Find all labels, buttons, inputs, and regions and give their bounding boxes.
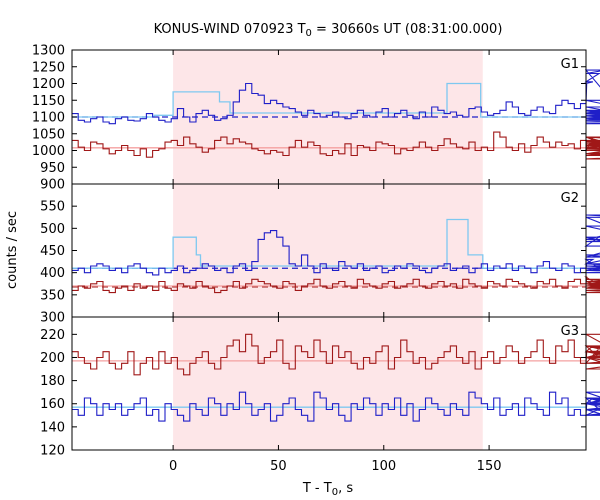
y-tick-label: 350 [40, 288, 65, 303]
x-axis-label-sub: 0 [332, 487, 338, 498]
series-line-blue [72, 69, 600, 125]
y-tick-label: 300 [40, 311, 65, 326]
x-tick-label: 0 [169, 459, 177, 474]
x-axis-label-rest: , s [338, 481, 353, 496]
chart-title-sub: 0 [306, 28, 312, 39]
y-tick-label: 220 [40, 328, 65, 343]
x-tick-label: 100 [371, 459, 396, 474]
y-tick-label: 450 [40, 244, 65, 259]
y-tick-label: 1250 [32, 60, 65, 75]
shaded-interval [173, 184, 483, 317]
panel-label: G1 [561, 57, 579, 72]
y-tick-label: 140 [40, 420, 65, 435]
series-line-blue [72, 391, 600, 422]
panel-label: G3 [561, 324, 579, 339]
y-axis-label: counts / sec [5, 211, 20, 289]
y-tick-label: 1100 [32, 111, 65, 126]
panel-g2: 300 350 400 450 500 550 G2 [40, 183, 600, 326]
y-tick-label: 160 [40, 397, 65, 412]
shaded-interval [173, 317, 483, 450]
chart-title-rest: = 30660s UT (08:31:00.000) [312, 22, 502, 37]
y-tick-label: 550 [40, 200, 65, 215]
fit-line-light_blue [72, 218, 586, 269]
x-tick-label: 150 [477, 459, 502, 474]
series-line-blue [72, 214, 600, 276]
y-tick-label: 1150 [32, 94, 65, 109]
y-tick-label: 500 [40, 222, 65, 237]
x-axis-label: T - T0, s [302, 481, 353, 498]
fit-line-light_blue [72, 82, 586, 118]
y-tick-label: 1200 [32, 77, 65, 92]
y-tick-label: 900 [40, 178, 65, 193]
x-tick-label: 50 [270, 459, 287, 474]
panel-label: G2 [561, 191, 579, 206]
chart-title: KONUS-WIND 070923 T0 = 30660s UT (08:31:… [154, 22, 503, 39]
plot-layer: 9009501000105011001150120012501300G13003… [32, 44, 600, 474]
series-line-red [72, 333, 600, 376]
y-tick-label: 180 [40, 374, 65, 389]
y-tick-label: 400 [40, 266, 65, 281]
y-tick-label: 200 [40, 351, 65, 366]
series-line-red [72, 276, 600, 294]
panel-frame [71, 316, 587, 451]
y-tick-label: 1000 [32, 144, 65, 159]
y-tick-label: 950 [40, 161, 65, 176]
series-line-red [72, 131, 600, 160]
y-tick-label: 1300 [32, 44, 65, 59]
chart-title-main: KONUS-WIND 070923 T [154, 22, 306, 37]
panel-g3: 120 140 160 180 200 220 G3 [40, 316, 600, 459]
y-tick-label: 120 [40, 444, 65, 459]
y-tick-label: 1050 [32, 127, 65, 142]
x-axis-label-main: T - T [302, 481, 332, 496]
